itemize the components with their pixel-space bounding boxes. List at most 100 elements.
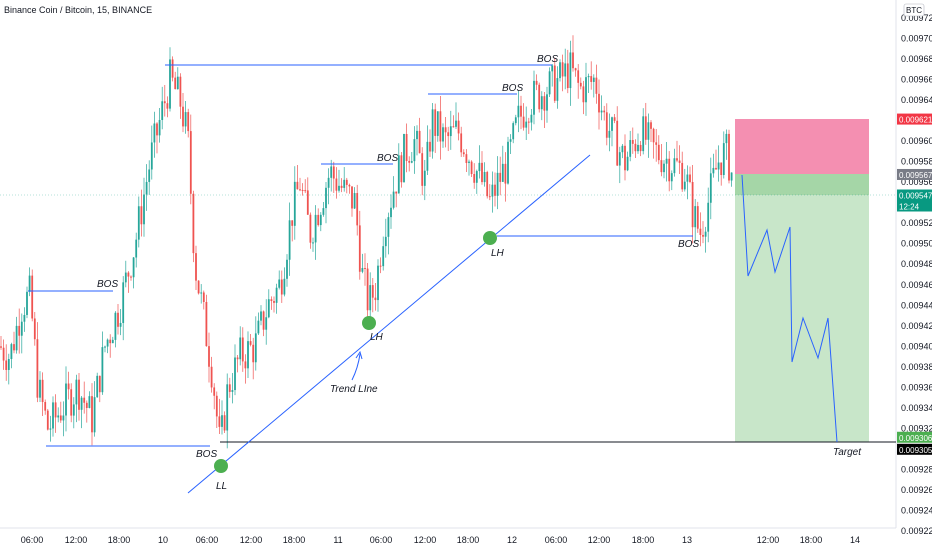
- candle-body: [244, 361, 247, 369]
- candle-body: [678, 160, 681, 163]
- candle-body: [340, 185, 343, 188]
- currency-label: BTC: [906, 6, 922, 15]
- trend-line-arrowhead: [355, 350, 363, 360]
- lh-label-2: LH: [491, 248, 505, 259]
- candle-body: [587, 76, 590, 78]
- candle-body: [683, 181, 686, 190]
- candle-body: [434, 109, 437, 136]
- candle-body: [20, 321, 23, 336]
- candle-body: [730, 172, 733, 181]
- candle-body: [117, 312, 119, 327]
- bos-label-5: BOS: [678, 239, 699, 250]
- x-tick-label: 12:00: [65, 535, 88, 545]
- candle-body: [592, 77, 595, 82]
- candle-body: [657, 144, 660, 161]
- candle-body: [455, 120, 457, 127]
- candle-body: [176, 76, 179, 90]
- candle-body: [44, 402, 47, 411]
- candle-body: [431, 109, 434, 152]
- candle-body: [551, 65, 554, 72]
- candle-body: [46, 410, 49, 430]
- candle-body: [106, 339, 109, 347]
- candle-body: [83, 397, 86, 403]
- currency-badge[interactable]: [903, 3, 925, 17]
- candle-body: [171, 59, 174, 78]
- candle-body: [429, 141, 431, 152]
- candle-body: [361, 268, 364, 272]
- time-axis[interactable]: 06:00 12:00 18:00 10 06:00 12:00 18:00 11 06:00 1…: [21, 535, 860, 545]
- candle-body: [91, 396, 93, 433]
- candle-body: [517, 105, 520, 118]
- candle-body: [231, 390, 234, 392]
- ll-dot[interactable]: [214, 459, 228, 473]
- candle-body: [174, 77, 177, 90]
- lh-dot-2[interactable]: [483, 231, 497, 245]
- candle-body: [644, 116, 647, 140]
- candle-body: [252, 344, 255, 363]
- candle-body: [10, 344, 13, 360]
- candle-body: [707, 202, 710, 232]
- candle-body: [579, 82, 582, 87]
- candle-body: [2, 347, 5, 361]
- candle-body: [158, 119, 161, 136]
- candle-body: [475, 171, 478, 183]
- candle-body: [13, 344, 15, 351]
- bos-lines: [28, 64, 693, 447]
- projected-path: [741, 174, 838, 443]
- trend-line[interactable]: [187, 154, 591, 494]
- candle-body: [416, 130, 418, 140]
- candle-body: [75, 379, 78, 405]
- candle-body: [145, 181, 148, 195]
- candle-body: [725, 133, 728, 144]
- candle-body: [197, 280, 200, 294]
- candle-body: [668, 158, 671, 182]
- candle-body: [613, 117, 616, 121]
- candle-body: [397, 155, 400, 194]
- candle-body: [314, 214, 317, 243]
- candle-body: [408, 160, 411, 163]
- candle-body: [447, 132, 450, 137]
- candle-body: [148, 169, 151, 182]
- candle-body: [462, 152, 465, 155]
- candle-body: [195, 253, 197, 281]
- candle-body: [509, 139, 512, 142]
- x-tick-label: 12:00: [414, 535, 437, 545]
- candle-body: [717, 162, 720, 170]
- candle-body: [390, 207, 392, 218]
- candle-body: [31, 275, 34, 319]
- candle-body: [301, 189, 304, 191]
- candle-body: [699, 228, 702, 235]
- price-tag: [897, 431, 932, 443]
- candle-body: [104, 346, 106, 348]
- candle-body: [421, 153, 424, 186]
- x-tick-label: 12:00: [757, 535, 780, 545]
- candle-body: [286, 259, 288, 279]
- candle-body: [249, 341, 252, 345]
- candle-body: [119, 322, 122, 327]
- lh-dot-1[interactable]: [362, 316, 376, 330]
- bos-label-2: BOS: [537, 54, 558, 65]
- candle-body: [470, 161, 473, 175]
- candle-body: [150, 142, 153, 170]
- candle-body: [548, 71, 551, 95]
- price-tag-label: 0.009306: [899, 434, 932, 443]
- candle-body: [603, 110, 606, 113]
- x-tick-label: 18:00: [283, 535, 306, 545]
- candle-body: [522, 116, 525, 128]
- price-tag: [897, 443, 932, 455]
- candle-body: [156, 123, 158, 136]
- candle-body: [481, 162, 483, 183]
- candle-body: [114, 312, 117, 340]
- target-label: Target: [833, 447, 862, 458]
- candle-body: [691, 182, 694, 228]
